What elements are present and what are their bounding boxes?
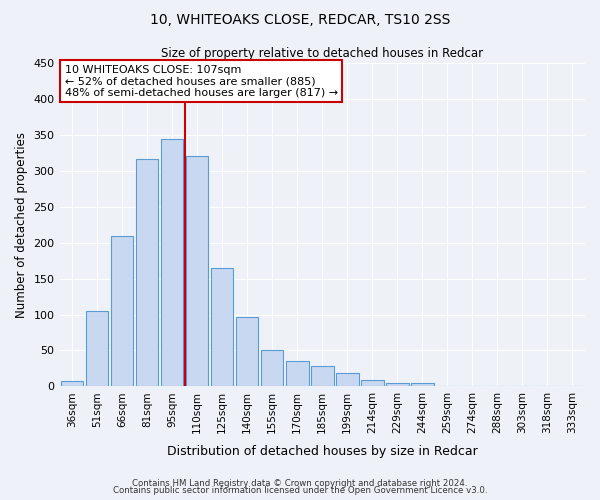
Title: Size of property relative to detached houses in Redcar: Size of property relative to detached ho…	[161, 48, 484, 60]
Bar	[236, 316, 259, 386]
Y-axis label: Number of detached properties: Number of detached properties	[15, 132, 28, 318]
Bar	[111, 236, 133, 386]
Bar	[286, 360, 308, 386]
Text: Contains public sector information licensed under the Open Government Licence v3: Contains public sector information licen…	[113, 486, 487, 495]
Bar	[161, 138, 184, 386]
Bar	[311, 366, 334, 386]
Bar	[86, 311, 109, 386]
Bar	[136, 158, 158, 386]
Bar	[336, 374, 359, 386]
Bar	[411, 383, 434, 386]
Text: Contains HM Land Registry data © Crown copyright and database right 2024.: Contains HM Land Registry data © Crown c…	[132, 478, 468, 488]
Bar	[211, 268, 233, 386]
X-axis label: Distribution of detached houses by size in Redcar: Distribution of detached houses by size …	[167, 444, 478, 458]
Bar	[61, 382, 83, 386]
Bar	[386, 383, 409, 386]
Bar	[186, 156, 208, 386]
Text: 10 WHITEOAKS CLOSE: 107sqm
← 52% of detached houses are smaller (885)
48% of sem: 10 WHITEOAKS CLOSE: 107sqm ← 52% of deta…	[65, 64, 338, 98]
Text: 10, WHITEOAKS CLOSE, REDCAR, TS10 2SS: 10, WHITEOAKS CLOSE, REDCAR, TS10 2SS	[150, 12, 450, 26]
Bar	[361, 380, 383, 386]
Bar	[261, 350, 283, 387]
